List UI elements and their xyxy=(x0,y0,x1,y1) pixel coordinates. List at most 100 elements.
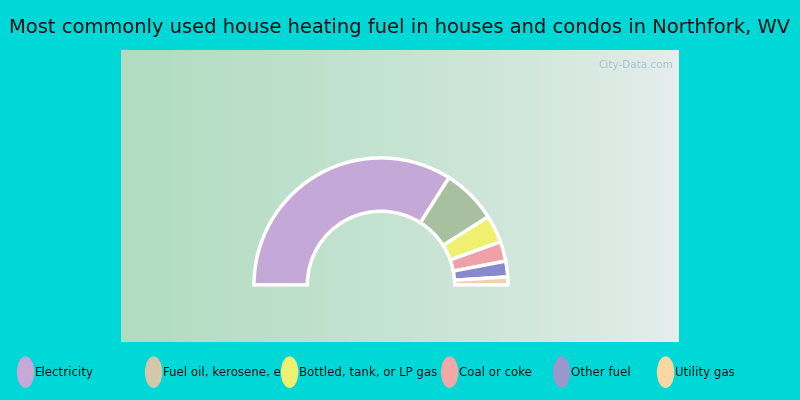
Bar xyxy=(174,50,178,342)
Bar xyxy=(154,50,158,342)
Bar xyxy=(143,50,146,342)
Bar xyxy=(610,50,614,342)
Bar xyxy=(655,50,658,342)
Bar xyxy=(216,50,218,342)
Bar xyxy=(184,50,187,342)
Bar xyxy=(558,50,562,342)
Bar xyxy=(567,50,570,342)
Bar xyxy=(650,50,653,342)
Bar xyxy=(167,50,170,342)
Bar xyxy=(288,50,291,342)
Bar xyxy=(620,50,623,342)
Bar xyxy=(594,50,597,342)
Bar xyxy=(465,50,468,342)
Bar xyxy=(463,50,466,342)
Bar xyxy=(674,50,677,342)
Bar xyxy=(540,50,542,342)
Bar xyxy=(302,50,305,342)
Bar xyxy=(333,50,336,342)
Bar xyxy=(581,50,584,342)
Bar xyxy=(365,50,368,342)
Bar xyxy=(372,50,375,342)
Bar xyxy=(271,50,274,342)
Bar xyxy=(362,50,366,342)
Bar xyxy=(296,50,299,342)
Bar xyxy=(432,50,434,342)
Bar xyxy=(510,50,513,342)
Bar xyxy=(202,50,206,342)
Bar xyxy=(368,50,371,342)
Text: Most commonly used house heating fuel in houses and condos in Northfork, WV: Most commonly used house heating fuel in… xyxy=(10,18,790,37)
Bar xyxy=(672,50,675,342)
Bar xyxy=(446,50,450,342)
Bar xyxy=(138,50,141,342)
Bar xyxy=(493,50,496,342)
Bar xyxy=(519,50,522,342)
Bar xyxy=(651,50,654,342)
Bar xyxy=(675,50,678,342)
Wedge shape xyxy=(421,178,488,246)
Wedge shape xyxy=(450,242,506,271)
Bar xyxy=(145,50,148,342)
Bar xyxy=(258,50,262,342)
Bar xyxy=(393,50,396,342)
Bar xyxy=(515,50,518,342)
Bar xyxy=(279,50,282,342)
Bar xyxy=(177,50,180,342)
Bar xyxy=(542,50,545,342)
Bar xyxy=(557,50,559,342)
Ellipse shape xyxy=(282,357,298,387)
Bar xyxy=(366,50,370,342)
Bar xyxy=(546,50,548,342)
Bar xyxy=(590,50,593,342)
Bar xyxy=(247,50,250,342)
Bar xyxy=(413,50,416,342)
Bar xyxy=(599,50,602,342)
Bar xyxy=(331,50,334,342)
Bar xyxy=(633,50,636,342)
Bar xyxy=(298,50,301,342)
Bar xyxy=(178,50,182,342)
Bar xyxy=(310,50,314,342)
Bar xyxy=(350,50,353,342)
Bar xyxy=(426,50,429,342)
Bar xyxy=(186,50,189,342)
Bar xyxy=(121,50,124,342)
Bar xyxy=(512,50,515,342)
Bar xyxy=(530,50,534,342)
Bar xyxy=(285,50,288,342)
Bar xyxy=(606,50,610,342)
Bar xyxy=(648,50,650,342)
Bar xyxy=(470,50,474,342)
Bar xyxy=(254,50,258,342)
Text: Coal or coke: Coal or coke xyxy=(459,366,532,379)
Bar xyxy=(163,50,166,342)
Bar xyxy=(242,50,245,342)
Bar xyxy=(422,50,426,342)
Bar xyxy=(210,50,214,342)
Bar xyxy=(654,50,656,342)
Bar xyxy=(612,50,615,342)
Bar xyxy=(382,50,385,342)
Bar xyxy=(469,50,472,342)
Bar xyxy=(562,50,565,342)
Text: Bottled, tank, or LP gas: Bottled, tank, or LP gas xyxy=(299,366,438,379)
Bar xyxy=(335,50,338,342)
Bar xyxy=(158,50,161,342)
Bar xyxy=(152,50,155,342)
Bar xyxy=(490,50,493,342)
Bar xyxy=(410,50,413,342)
Bar xyxy=(266,50,269,342)
Bar xyxy=(402,50,405,342)
Bar xyxy=(644,50,647,342)
Bar xyxy=(191,50,194,342)
Bar xyxy=(482,50,485,342)
Bar xyxy=(618,50,621,342)
Bar xyxy=(459,50,462,342)
Bar xyxy=(130,50,133,342)
Bar xyxy=(570,50,573,342)
Bar xyxy=(438,50,440,342)
Bar xyxy=(286,50,290,342)
Bar xyxy=(260,50,263,342)
Bar xyxy=(623,50,626,342)
